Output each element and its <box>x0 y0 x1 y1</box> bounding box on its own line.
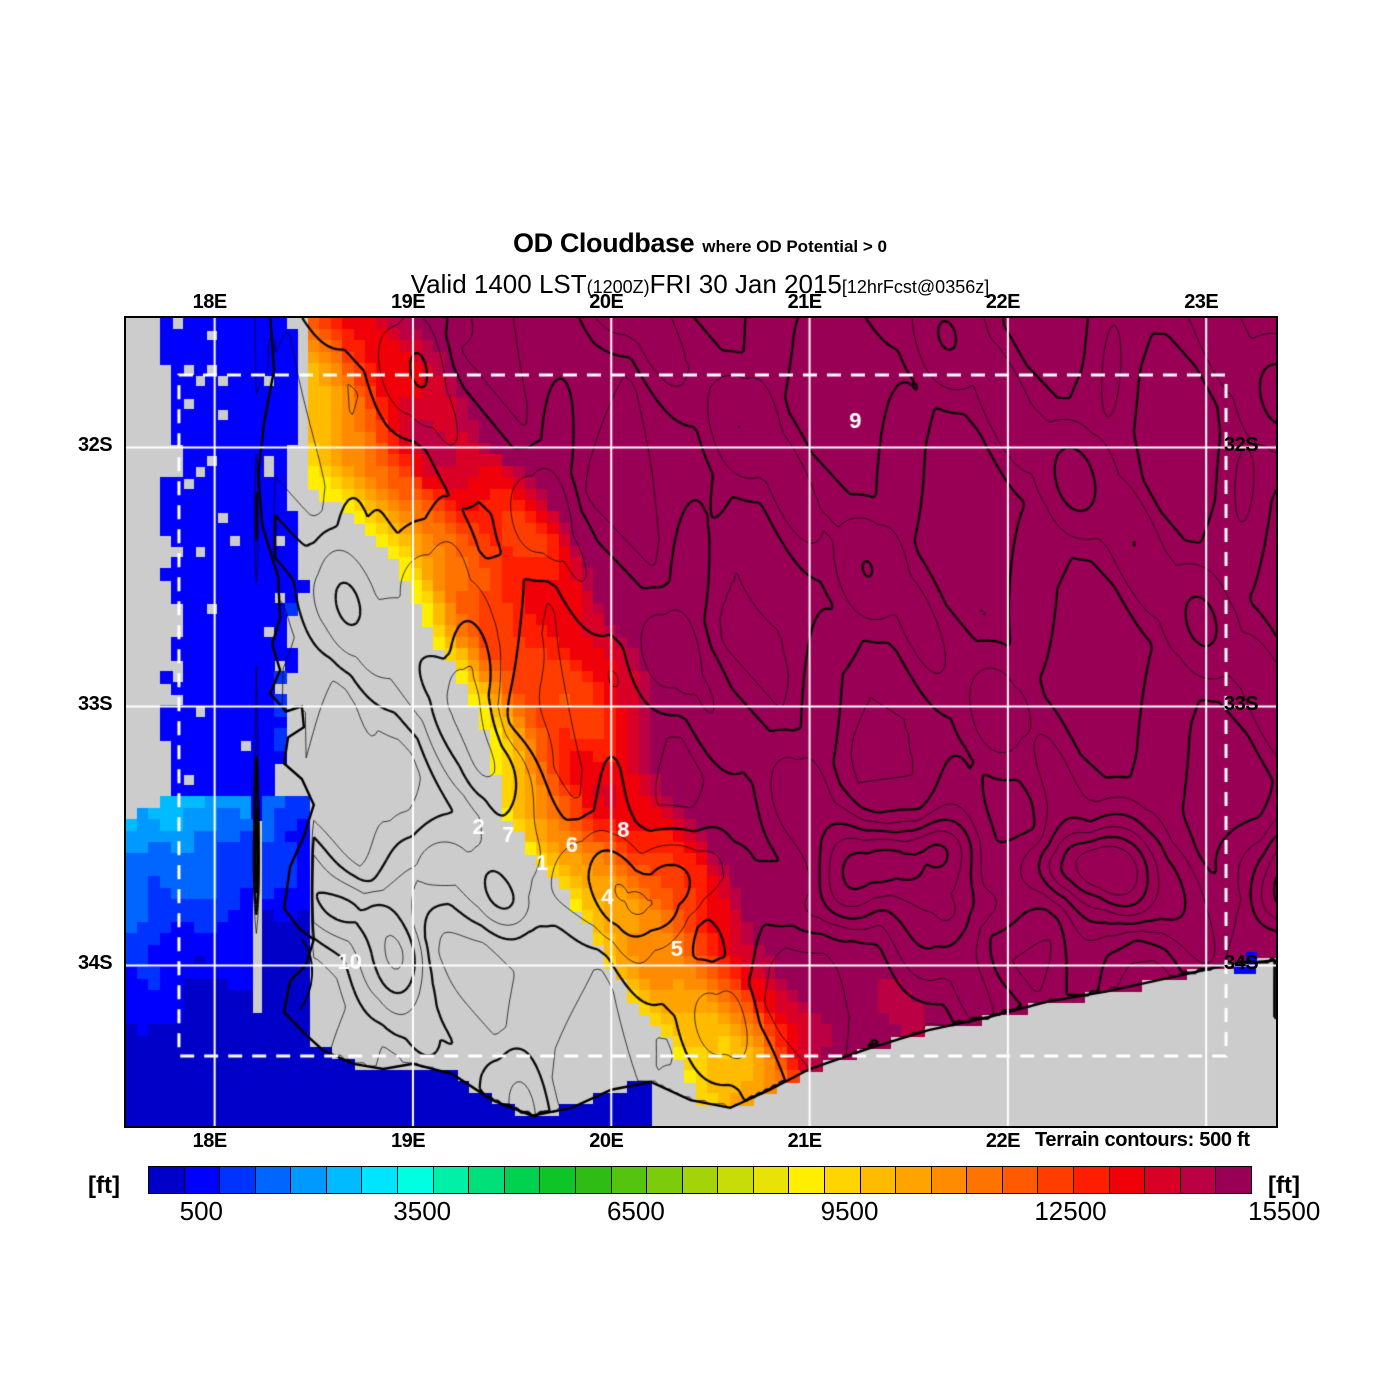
lon-tick-top-22E: 22E <box>985 291 1021 313</box>
colorbar-cell-11 <box>540 1167 576 1193</box>
colorbar-cell-3 <box>255 1167 292 1193</box>
colorbar-cell-14 <box>647 1167 683 1193</box>
map-plot-area[interactable] <box>124 316 1278 1128</box>
title-line-2: Valid 1400 LST(1200Z)FRI 30 Jan 2015[12h… <box>0 268 1400 309</box>
lon-tick-bottom-22E: 22E <box>985 1130 1021 1152</box>
title-qualifier: where OD Potential > 0 <box>702 237 887 256</box>
colorbar-cell-15 <box>682 1167 719 1193</box>
colorbar-cell-4 <box>291 1167 327 1193</box>
lat-tick-right-32S: 32S <box>1224 434 1259 457</box>
colorbar-unit-right: [ft] <box>1268 1172 1300 1199</box>
colorbar-cell-29 <box>1180 1167 1217 1193</box>
colorbar-tick-3500: 3500 <box>393 1196 452 1226</box>
lon-tick-bottom-18E: 18E <box>192 1130 228 1152</box>
colorbar-unit-left: [ft] <box>88 1172 120 1199</box>
lon-tick-bottom-20E: 20E <box>589 1130 624 1152</box>
colorbar-cell-19 <box>824 1167 861 1193</box>
valid-time-label: Valid 1400 LST <box>410 269 587 299</box>
colorbar[interactable] <box>148 1166 1252 1194</box>
cloudbase-heatmap-canvas <box>126 318 1276 1126</box>
chart-title-block: OD Cloudbase where OD Potential > 0 Valid… <box>0 228 1400 309</box>
lon-tick-bottom-21E: 21E <box>787 1130 823 1152</box>
colorbar-cell-8 <box>433 1167 470 1193</box>
colorbar-cell-21 <box>896 1167 932 1193</box>
colorbar-tick-9500: 9500 <box>820 1196 879 1226</box>
colorbar-cell-16 <box>718 1167 754 1193</box>
colorbar-cell-20 <box>860 1167 897 1193</box>
lat-tick-right-33S: 33S <box>1224 693 1259 716</box>
colorbar-tick-500: 500 <box>179 1196 223 1226</box>
lon-tick-bottom-19E: 19E <box>390 1130 426 1152</box>
colorbar-cell-2 <box>220 1167 256 1193</box>
colorbar-cell-9 <box>469 1167 505 1193</box>
colorbar-cell-22 <box>931 1167 968 1193</box>
colorbar-cell-6 <box>362 1167 399 1193</box>
page-title: OD Cloudbase <box>513 228 695 258</box>
colorbar-cell-7 <box>398 1167 434 1193</box>
colorbar-tick-12500: 12500 <box>1034 1196 1107 1226</box>
lat-tick-left-34S: 34S <box>78 952 113 975</box>
lat-tick-left-32S: 32S <box>78 434 113 457</box>
colorbar-cell-10 <box>504 1167 541 1193</box>
colorbar-cell-12 <box>575 1167 612 1193</box>
colorbar-cell-5 <box>326 1167 363 1193</box>
colorbar-cell-1 <box>184 1167 221 1193</box>
colorbar-cell-24 <box>1002 1167 1039 1193</box>
lat-tick-right-34S: 34S <box>1224 952 1259 975</box>
colorbar-cell-13 <box>611 1167 648 1193</box>
lon-tick-top-21E: 21E <box>787 291 823 313</box>
lon-tick-top-18E: 18E <box>192 291 228 313</box>
colorbar-cell-27 <box>1109 1167 1146 1193</box>
colorbar-cell-17 <box>753 1167 790 1193</box>
lon-tick-top-23E: 23E <box>1184 291 1219 313</box>
lon-tick-top-20E: 20E <box>589 291 624 313</box>
terrain-contour-note: Terrain contours: 500 ft <box>1035 1129 1250 1151</box>
colorbar-cell-0 <box>149 1167 185 1193</box>
colorbar-cell-30 <box>1216 1167 1251 1193</box>
colorbar-cell-18 <box>789 1167 825 1193</box>
colorbar-cell-23 <box>967 1167 1003 1193</box>
valid-date-label: FRI 30 Jan 2015 <box>649 269 842 299</box>
colorbar-cell-25 <box>1038 1167 1075 1193</box>
colorbar-tick-6500: 6500 <box>606 1196 665 1226</box>
forecast-lead-label: [12hrFcst@0356z] <box>841 277 990 297</box>
title-line-1: OD Cloudbase where OD Potential > 0 <box>0 228 1400 267</box>
colorbar-cell-26 <box>1074 1167 1110 1193</box>
lat-tick-left-33S: 33S <box>78 693 113 716</box>
lon-tick-top-19E: 19E <box>390 291 426 313</box>
valid-utc-label: (1200Z) <box>586 277 650 297</box>
colorbar-tick-15500: 15500 <box>1248 1196 1321 1226</box>
colorbar-cell-28 <box>1145 1167 1181 1193</box>
